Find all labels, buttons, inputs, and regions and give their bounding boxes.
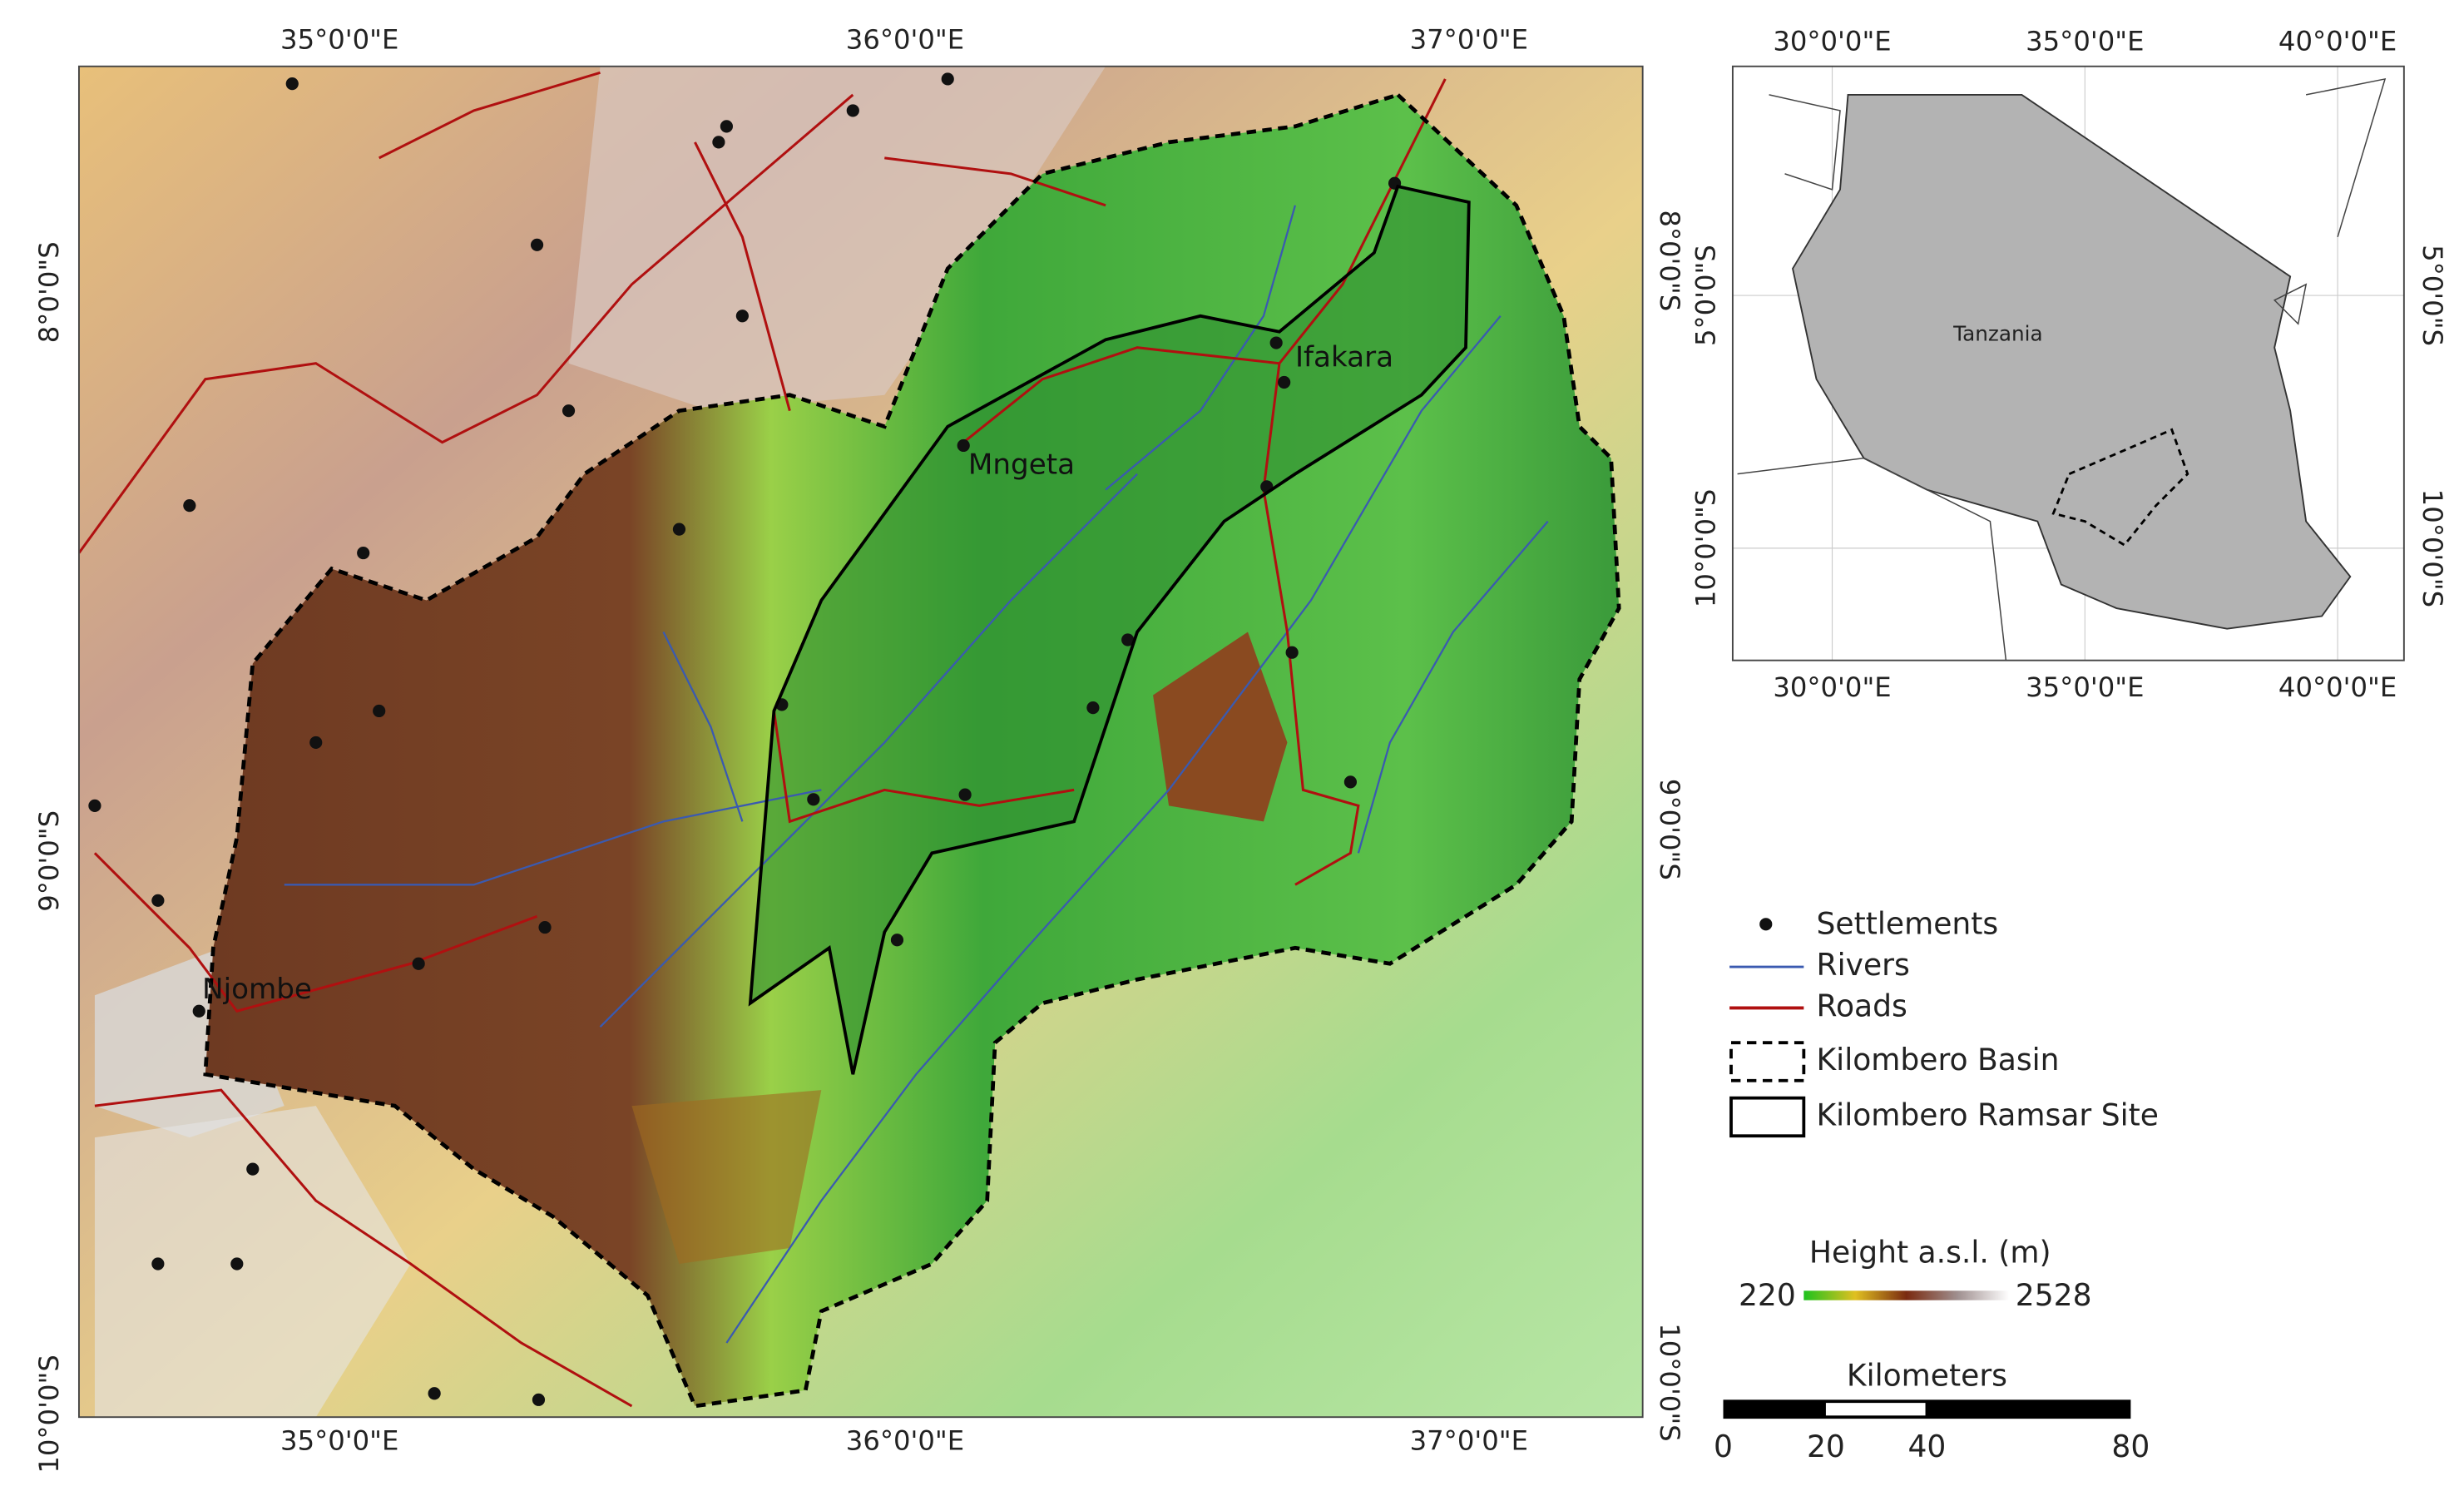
tick-label: 8°0'0"S xyxy=(1654,210,1685,311)
scale-label: 80 xyxy=(2111,1429,2150,1464)
legend-label: Kilombero Basin xyxy=(1817,1043,2060,1077)
legend-label: Settlements xyxy=(1817,907,1999,942)
ramsar-outline xyxy=(748,184,1471,1075)
country-label: Tanzania xyxy=(1952,322,2042,346)
tick-label: 35°0'0"E xyxy=(280,1425,398,1457)
tick-label: 35°0'0"E xyxy=(2026,671,2144,703)
tick-label: 5°0'0"S xyxy=(1690,245,1722,346)
inset-map: Tanzania xyxy=(1732,66,2404,661)
tick-label: 5°0'0"S xyxy=(2417,245,2448,346)
scale-bar: Kilometers 0 20 40 80 xyxy=(1714,1359,2150,1464)
scale-label: 40 xyxy=(1907,1429,1946,1464)
tick-label: 30°0'0"E xyxy=(1773,671,1891,703)
tick-label: 35°0'0"E xyxy=(2026,25,2144,57)
main-frame xyxy=(77,65,1644,1419)
place-label: Ifakara xyxy=(1295,341,1393,374)
place-label: Mngeta xyxy=(968,448,1075,482)
scale-label: 0 xyxy=(1714,1429,1733,1464)
tick-label: 36°0'0"E xyxy=(846,23,964,55)
roads xyxy=(78,71,1447,1408)
place-label: Njombe xyxy=(202,973,312,1006)
scale-label: 20 xyxy=(1807,1429,1845,1464)
tick-label: 37°0'0"E xyxy=(1410,23,1528,55)
tick-label: 9°0'0"S xyxy=(1654,779,1685,880)
colorbar-label: 2528 xyxy=(2016,1278,2092,1313)
legend: Settlements Rivers Roads Kilombero Basin… xyxy=(1729,907,2159,1138)
inset-frame xyxy=(1731,65,2405,661)
tick-label: 36°0'0"E xyxy=(846,1425,964,1457)
settlements xyxy=(88,72,1402,1406)
inset-ticks: 30°0'0"E 35°0'0"E 40°0'0"E 30°0'0"E 35°0… xyxy=(1690,25,2449,703)
tick-label: 37°0'0"E xyxy=(1410,1425,1528,1457)
colorbar-title: Height a.s.l. (m) xyxy=(1809,1236,2051,1271)
legend-label: Kilombero Ramsar Site xyxy=(1817,1097,2159,1132)
scale-title: Kilometers xyxy=(1847,1359,2007,1394)
tick-label: 40°0'0"E xyxy=(2278,25,2397,57)
main-map: Ifakara Mngeta Njombe xyxy=(78,66,1643,1418)
tick-label: 40°0'0"E xyxy=(2278,671,2397,703)
main-ticks: 35°0'0"E 36°0'0"E 37°0'0"E 35°0'0"E 36°0… xyxy=(33,23,1685,1473)
legend-label: Roads xyxy=(1817,988,1907,1023)
tick-label: 10°0'0"S xyxy=(33,1355,65,1473)
colorbar: Height a.s.l. (m) 220 2528 xyxy=(1739,1236,2092,1313)
tick-label: 30°0'0"E xyxy=(1773,25,1891,57)
legend-label: Rivers xyxy=(1817,948,1910,983)
tick-label: 35°0'0"E xyxy=(280,23,398,55)
tick-label: 9°0'0"S xyxy=(33,810,65,912)
tick-label: 10°0'0"S xyxy=(1690,489,1722,607)
colorbar-label: 220 xyxy=(1739,1278,1796,1313)
rivers xyxy=(284,205,1549,1344)
basin-outline xyxy=(203,92,1621,1409)
tick-label: 10°0'0"S xyxy=(2417,489,2448,607)
tick-label: 8°0'0"S xyxy=(33,241,65,343)
tick-label: 10°0'0"S xyxy=(1654,1323,1685,1441)
